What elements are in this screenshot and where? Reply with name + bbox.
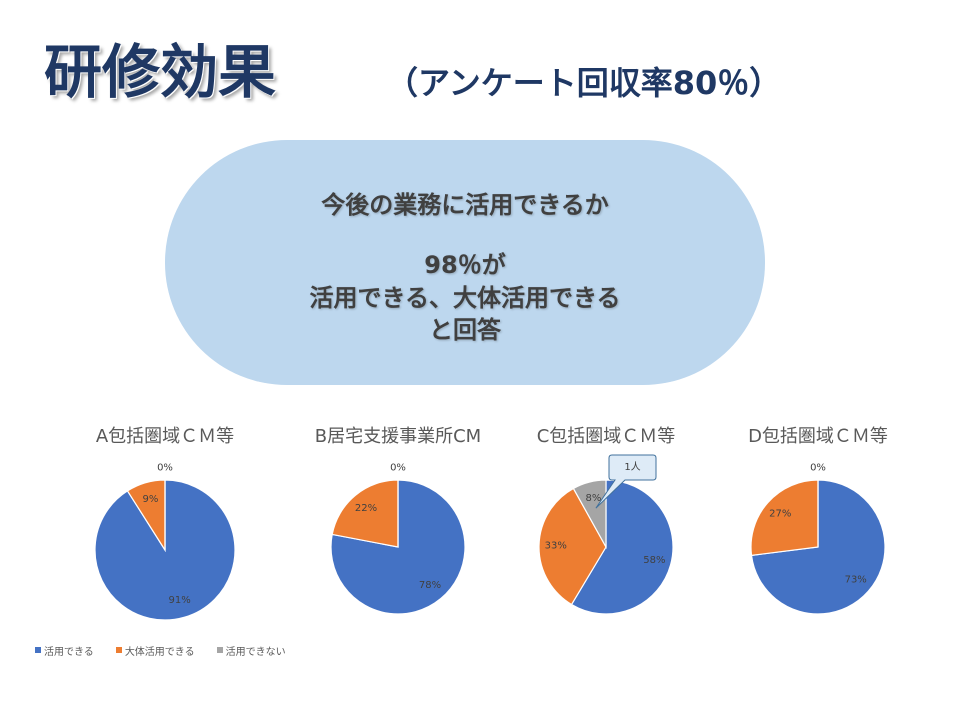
data-label-usable: 91% — [168, 595, 190, 606]
legend-label-usable: 活用できる — [44, 646, 94, 658]
summary-result: 98％が — [424, 251, 506, 279]
legend-swatch-mostly-usable — [115, 647, 122, 653]
pie-slice-not-usable — [572, 479, 607, 550]
legend-label-not-usable: 活用できない — [225, 646, 286, 658]
pie-chart-a: 91% 9% 0% A包括圏域ＣＭ等 — [55, 420, 275, 635]
chart-title: A包括圏域ＣＭ等 — [95, 426, 235, 447]
data-label-mostly-usable: 27% — [769, 508, 791, 519]
legend-item-mostly-usable: 大体活用できる — [115, 643, 195, 658]
callout-bubble: 1人 — [595, 454, 657, 509]
data-label-not-usable: 8% — [585, 493, 601, 504]
summary-answer: 活用できる、大体活用できる — [309, 284, 621, 312]
summary-box: 今後の業務に活用できるか 98％が 活用できる、大体活用できる と回答 — [165, 140, 765, 385]
data-label-mostly-usable: 9% — [142, 494, 158, 505]
summary-question: 今後の業務に活用できるか — [321, 191, 609, 219]
pie-plot: 58% 33% 8% 1人 — [538, 454, 674, 615]
slide-title: 研修効果 — [44, 38, 277, 106]
pie-plot: 78% 22% 0% — [330, 463, 466, 615]
pie-slice-usable — [570, 479, 674, 615]
pie-plot: 73% 27% 0% — [750, 463, 886, 615]
legend-item-usable: 活用できる — [35, 643, 94, 658]
pie-slice-usable — [330, 479, 466, 615]
legend-swatch-usable — [35, 647, 41, 653]
data-label-mostly-usable: 33% — [545, 541, 567, 552]
pie-plot: 91% 9% 0% — [94, 463, 236, 621]
callout-shape — [595, 454, 657, 509]
chart-title: B居宅支援事業所CM — [314, 426, 482, 447]
chart-title: D包括圏域ＣＭ等 — [748, 426, 888, 447]
callout-text: 1人 — [624, 461, 640, 473]
legend-item-not-usable: 活用できない — [216, 643, 286, 658]
summary-closing: と回答 — [429, 316, 501, 344]
pie-slice-mostly-usable — [750, 479, 819, 557]
legend-label-mostly-usable: 大体活用できる — [124, 646, 195, 658]
data-label-usable: 73% — [845, 575, 867, 586]
pie-chart-d: 73% 27% 0% D包括圏域ＣＭ等 — [708, 420, 928, 635]
response-rate-subtitle: （アンケート回収率80％） — [386, 64, 782, 102]
pie-slice-mostly-usable — [331, 479, 399, 548]
data-label-not-usable: 0% — [390, 463, 406, 474]
data-label-usable: 58% — [643, 555, 665, 566]
data-label-not-usable: 0% — [157, 463, 173, 474]
legend-swatch-not-usable — [216, 647, 223, 653]
data-label-not-usable: 0% — [810, 463, 826, 474]
data-label-usable: 78% — [419, 580, 441, 591]
pie-chart-c: 58% 33% 8% 1人 C包括圏域ＣＭ等 — [496, 420, 716, 635]
chart-legend: 活用できる 大体活用できる 活用できない — [35, 643, 286, 658]
pie-chart-b: 78% 22% 0% B居宅支援事業所CM — [288, 420, 508, 635]
chart-title: C包括圏域ＣＭ等 — [536, 426, 676, 447]
data-label-mostly-usable: 22% — [355, 503, 377, 514]
